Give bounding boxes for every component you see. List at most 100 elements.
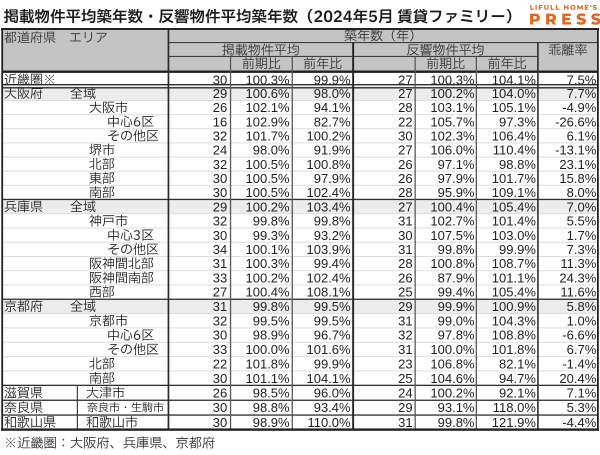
svg-text:7.7%: 7.7% — [567, 86, 597, 101]
svg-text:7.3%: 7.3% — [567, 242, 597, 257]
svg-text:100.2%: 100.2% — [430, 86, 475, 101]
svg-text:93.4%: 93.4% — [314, 400, 351, 415]
svg-text:100.2%: 100.2% — [307, 129, 352, 144]
svg-text:29: 29 — [213, 86, 227, 101]
svg-text:28: 28 — [398, 256, 412, 271]
svg-text:100.5%: 100.5% — [246, 157, 291, 172]
svg-text:104.6%: 104.6% — [430, 371, 475, 386]
svg-text:23.1%: 23.1% — [559, 157, 596, 172]
svg-text:101.8%: 101.8% — [246, 356, 291, 371]
svg-text:106.0%: 106.0% — [430, 143, 475, 158]
svg-text:100.0%: 100.0% — [430, 342, 475, 357]
svg-text:99.5%: 99.5% — [314, 313, 351, 328]
svg-text:20.4%: 20.4% — [559, 371, 596, 386]
svg-text:32: 32 — [213, 313, 227, 328]
svg-text:99.4%: 99.4% — [314, 256, 351, 271]
svg-text:103.1%: 103.1% — [430, 100, 475, 115]
svg-text:82.1%: 82.1% — [499, 356, 536, 371]
svg-text:102.7%: 102.7% — [430, 214, 475, 229]
svg-text:100.8%: 100.8% — [307, 157, 352, 172]
svg-text:24.3%: 24.3% — [559, 271, 596, 286]
svg-text:30: 30 — [398, 129, 412, 144]
svg-text:99.5%: 99.5% — [314, 299, 351, 314]
svg-text:121.9%: 121.9% — [492, 415, 537, 430]
svg-text:8.0%: 8.0% — [567, 185, 597, 200]
svg-text:-6.6%: -6.6% — [562, 328, 596, 343]
svg-text:31: 31 — [398, 214, 412, 229]
svg-text:15.8%: 15.8% — [559, 171, 596, 186]
svg-text:101.4%: 101.4% — [492, 214, 537, 229]
svg-text:100.1%: 100.1% — [246, 242, 291, 257]
svg-text:104.3%: 104.3% — [492, 313, 537, 328]
svg-text:7.0%: 7.0% — [567, 199, 597, 214]
svg-text:5.8%: 5.8% — [567, 299, 597, 314]
svg-text:26: 26 — [398, 157, 412, 172]
svg-text:32: 32 — [213, 214, 227, 229]
svg-text:26: 26 — [398, 171, 412, 186]
svg-text:102.3%: 102.3% — [430, 129, 475, 144]
svg-text:102.4%: 102.4% — [307, 271, 352, 286]
svg-text:31: 31 — [398, 242, 412, 257]
svg-text:22: 22 — [398, 114, 412, 129]
svg-text:30: 30 — [213, 415, 227, 430]
svg-text:-1.4%: -1.4% — [562, 356, 596, 371]
svg-text:99.5%: 99.5% — [253, 313, 290, 328]
svg-text:1.0%: 1.0% — [567, 313, 597, 328]
svg-text:100.3%: 100.3% — [430, 72, 475, 87]
svg-text:105.4%: 105.4% — [492, 285, 537, 300]
svg-text:32: 32 — [213, 129, 227, 144]
svg-text:97.9%: 97.9% — [438, 171, 475, 186]
svg-text:34: 34 — [213, 242, 227, 257]
svg-text:104.1%: 104.1% — [307, 371, 352, 386]
svg-text:100.3%: 100.3% — [246, 72, 291, 87]
svg-text:100.6%: 100.6% — [246, 86, 291, 101]
svg-text:104.1%: 104.1% — [492, 72, 537, 87]
svg-text:7.1%: 7.1% — [567, 385, 597, 400]
svg-text:7.5%: 7.5% — [567, 72, 597, 87]
svg-text:99.9%: 99.9% — [314, 356, 351, 371]
svg-text:99.8%: 99.8% — [314, 214, 351, 229]
svg-text:93.2%: 93.2% — [314, 228, 351, 243]
svg-text:101.1%: 101.1% — [492, 271, 537, 286]
svg-text:94.7%: 94.7% — [499, 371, 536, 386]
svg-text:96.7%: 96.7% — [314, 328, 351, 343]
svg-text:100.3%: 100.3% — [246, 256, 291, 271]
svg-text:6.7%: 6.7% — [567, 342, 597, 357]
svg-text:31: 31 — [213, 299, 227, 314]
svg-text:24: 24 — [398, 385, 412, 400]
svg-text:98.9%: 98.9% — [253, 328, 290, 343]
svg-text:108.8%: 108.8% — [492, 328, 537, 343]
svg-text:109.1%: 109.1% — [492, 185, 537, 200]
svg-text:99.3%: 99.3% — [253, 228, 290, 243]
svg-text:6.1%: 6.1% — [567, 129, 597, 144]
svg-text:94.1%: 94.1% — [314, 100, 351, 115]
svg-text:-4.9%: -4.9% — [562, 100, 596, 115]
svg-text:30: 30 — [213, 400, 227, 415]
svg-text:99.8%: 99.8% — [438, 242, 475, 257]
svg-text:99.9%: 99.9% — [499, 242, 536, 257]
svg-text:-26.6%: -26.6% — [555, 114, 597, 129]
svg-text:107.5%: 107.5% — [430, 228, 475, 243]
svg-text:99.9%: 99.9% — [438, 299, 475, 314]
svg-text:98.9%: 98.9% — [253, 415, 290, 430]
svg-text:108.1%: 108.1% — [307, 285, 352, 300]
svg-text:29: 29 — [398, 299, 412, 314]
svg-text:30: 30 — [398, 228, 412, 243]
svg-text:103.9%: 103.9% — [307, 242, 352, 257]
svg-text:104.0%: 104.0% — [492, 86, 537, 101]
svg-text:100.2%: 100.2% — [430, 385, 475, 400]
svg-text:26: 26 — [398, 271, 412, 286]
svg-text:29: 29 — [398, 400, 412, 415]
svg-text:25: 25 — [398, 371, 412, 386]
svg-text:28: 28 — [398, 185, 412, 200]
svg-text:30: 30 — [213, 371, 227, 386]
svg-text:24: 24 — [213, 143, 227, 158]
svg-text:31: 31 — [213, 256, 227, 271]
svg-text:101.1%: 101.1% — [246, 371, 291, 386]
svg-text:110.0%: 110.0% — [307, 415, 351, 430]
svg-text:99.8%: 99.8% — [253, 214, 290, 229]
svg-text:87.9%: 87.9% — [438, 271, 475, 286]
svg-text:100.0%: 100.0% — [246, 342, 291, 357]
svg-text:108.7%: 108.7% — [492, 256, 537, 271]
svg-text:30: 30 — [213, 72, 227, 87]
